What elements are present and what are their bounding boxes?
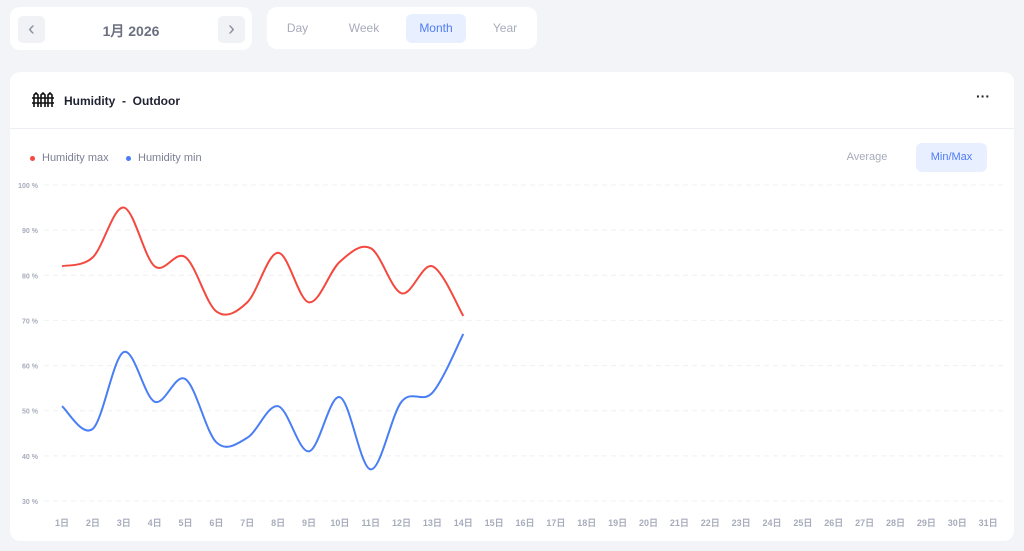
x-tick-label: 27日 <box>855 518 874 528</box>
x-tick-label: 18日 <box>577 518 596 528</box>
x-tick-label: 7日 <box>240 518 254 528</box>
x-tick-label: 10日 <box>330 518 349 528</box>
x-tick-label: 4日 <box>148 518 162 528</box>
y-tick-label: 80 % <box>22 273 39 280</box>
legend-label: Humidity min <box>138 152 202 164</box>
legend-item-min[interactable]: Humidity min <box>126 152 202 164</box>
x-tick-label: 9日 <box>302 518 316 528</box>
more-menu-button[interactable]: ··· <box>976 88 990 104</box>
chevron-left-icon: ‹ <box>28 18 35 40</box>
y-tick-label: 70 % <box>22 318 39 325</box>
minmax-mode-button[interactable]: Min/Max <box>916 143 987 172</box>
x-tick-label: 22日 <box>701 518 720 528</box>
x-tick-label: 23日 <box>732 518 751 528</box>
humidity-max-line <box>61 206 465 317</box>
legend-item-max[interactable]: Humidity max <box>30 152 109 164</box>
x-tick-label: 20日 <box>639 518 658 528</box>
x-tick-label: 3日 <box>117 518 131 528</box>
x-tick-label: 2日 <box>86 518 100 528</box>
x-tick-label: 28日 <box>886 518 905 528</box>
x-tick-label: 17日 <box>546 518 565 528</box>
y-tick-label: 30 % <box>22 499 39 506</box>
tab-month[interactable]: Month <box>406 14 466 43</box>
x-tick-label: 12日 <box>392 518 411 528</box>
x-tick-label: 11日 <box>361 518 380 528</box>
legend-dot <box>126 155 131 161</box>
x-tick-label: 26日 <box>824 518 843 528</box>
x-tick-label: 8日 <box>271 518 285 528</box>
humidity-min-line <box>61 333 465 471</box>
tab-week[interactable]: Week <box>348 21 380 35</box>
fence-icon <box>32 92 54 107</box>
x-tick-label: 6日 <box>209 518 223 528</box>
x-tick-label: 29日 <box>917 518 936 528</box>
x-tick-label: 16日 <box>516 518 535 528</box>
average-mode-button[interactable]: Average <box>846 151 888 163</box>
prev-period-button[interactable]: ‹ <box>18 16 45 43</box>
next-period-button[interactable]: › <box>218 16 245 43</box>
card-title: Humidity - Outdoor <box>64 94 180 108</box>
x-tick-label: 30日 <box>948 518 967 528</box>
x-tick-label: 31日 <box>979 518 998 528</box>
y-tick-label: 50 % <box>22 409 39 416</box>
period-navigator: ‹ 1月 2026 › <box>10 7 252 50</box>
tab-day[interactable]: Day <box>286 21 309 35</box>
legend-label: Humidity max <box>42 152 109 164</box>
x-tick-label: 21日 <box>670 518 689 528</box>
chevron-right-icon: › <box>228 18 235 40</box>
y-tick-label: 100 % <box>18 183 39 190</box>
x-tick-label: 25日 <box>793 518 812 528</box>
y-tick-label: 60 % <box>22 364 39 371</box>
x-tick-label: 13日 <box>423 518 442 528</box>
legend-dot <box>30 155 35 161</box>
x-tick-label: 5日 <box>178 518 192 528</box>
humidity-card: Humidity - Outdoor ··· Humidity max Humi… <box>10 72 1014 541</box>
y-tick-label: 40 % <box>22 454 39 461</box>
card-header: Humidity - Outdoor ··· <box>10 72 1014 129</box>
x-tick-label: 14日 <box>454 518 473 528</box>
x-tick-label: 24日 <box>763 518 782 528</box>
tab-year[interactable]: Year <box>492 21 518 35</box>
x-tick-label: 15日 <box>485 518 504 528</box>
x-tick-label: 1日 <box>55 518 69 528</box>
current-period: 1月 2026 <box>102 23 160 39</box>
x-tick-label: 19日 <box>608 518 627 528</box>
range-tabs: Day Week Month Year <box>267 7 537 49</box>
y-tick-label: 90 % <box>22 228 39 235</box>
